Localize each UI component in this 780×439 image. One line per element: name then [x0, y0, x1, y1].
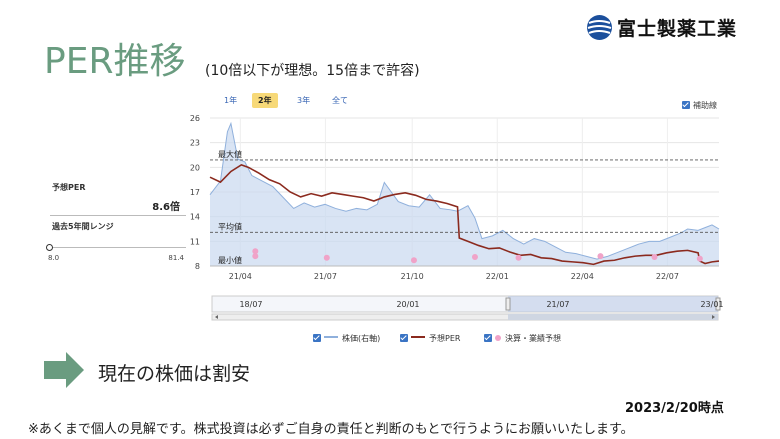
per-series [209, 163, 720, 266]
y-left-tick-label: 14 [190, 213, 200, 222]
per-line [209, 163, 720, 266]
earnings-marker [252, 248, 259, 255]
checkbox-icon [400, 334, 408, 342]
x-tick-label: 21/07 [314, 272, 337, 281]
range-navigator: 18/07 20/01 21/07 23/01 [211, 295, 724, 321]
navigator-label: 23/01 [700, 300, 723, 309]
y-left-tick-label: 17 [190, 188, 200, 197]
range-min-value: 8.0 [48, 254, 60, 262]
expected-per-value: 8.6倍 [152, 202, 180, 213]
x-tick-label: 21/04 [229, 272, 252, 281]
earnings-marker [252, 253, 259, 260]
aux-line-label: 補助線 [693, 101, 717, 110]
reference-line-label: 最大値 [218, 149, 242, 159]
company-name: 富士製薬工業 [617, 18, 738, 40]
reference-line-label: 最小値 [218, 255, 242, 265]
y-left-tick-label: 20 [190, 163, 200, 172]
x-tick-label: 22/01 [486, 272, 509, 281]
company-logo-icon [587, 15, 612, 40]
y-left-tick-label: 11 [190, 237, 200, 246]
navigator-label: 18/07 [239, 300, 262, 309]
x-tick-label: 21/10 [401, 272, 424, 281]
five-year-range-label: 過去5年間レンジ [52, 222, 114, 231]
y-left-tick-label: 26 [190, 114, 200, 123]
legend-earnings-label: 決算・業績予想 [505, 334, 561, 343]
as-of-date: 2023/2/20時点 [625, 401, 724, 416]
range-current-marker [46, 244, 53, 251]
x-tick-label: 22/07 [656, 272, 679, 281]
panel-divider [50, 215, 188, 216]
price-area [210, 123, 719, 266]
disclaimer-text: ※あくまで個人の見解です。株式投資は必ずご自身の責任と判断のもとで行うようにお願… [28, 422, 634, 437]
scroll-right-icon [712, 315, 715, 319]
scroll-left-icon [215, 315, 218, 319]
legend-price[interactable]: 株価(右軸) [313, 333, 380, 344]
earnings-markers [252, 248, 703, 264]
earnings-marker [651, 253, 658, 260]
navigator-handle-right [715, 297, 721, 311]
tab-1y[interactable]: 1年 [224, 96, 238, 105]
earnings-marker [515, 254, 522, 261]
title-note: (10倍以下が理想。15倍まで許容) [205, 63, 420, 79]
navigator-scrollbar-thumb [508, 314, 718, 320]
checkbox-icon [313, 334, 321, 342]
earnings-marker [471, 253, 478, 260]
tab-2y[interactable]: 2年 [252, 93, 278, 108]
navigator-label: 21/07 [546, 300, 569, 309]
earnings-marker [323, 254, 330, 261]
tab-3y[interactable]: 3年 [297, 96, 311, 105]
per-summary-panel: 予想PER 8.6倍 過去5年間レンジ 8.0 81.4 [46, 180, 188, 266]
checkbox-icon [682, 101, 690, 109]
y-left-tick-label: 23 [190, 139, 200, 148]
legend-per-label: 予想PER [429, 334, 461, 343]
expected-per-label: 予想PER [52, 183, 86, 192]
per-line-swatch [411, 336, 425, 338]
page-title: PER推移 [44, 41, 186, 82]
right-arrow-icon [44, 352, 84, 388]
x-tick-label: 22/04 [571, 272, 594, 281]
earnings-marker [597, 253, 604, 260]
price-line-swatch [324, 336, 338, 338]
earnings-marker [696, 255, 703, 262]
navigator-label: 20/01 [396, 300, 419, 309]
price-series [209, 121, 720, 266]
legend-earnings[interactable]: 決算・業績予想 [484, 333, 561, 344]
legend-price-label: 株価(右軸) [342, 334, 381, 343]
legend-per[interactable]: 予想PER [400, 333, 460, 344]
y-left-tick-label: 8 [195, 262, 200, 271]
range-track [50, 247, 186, 248]
chart-axes: 81114172023269101,0001,0901,1801,2701,36… [190, 114, 719, 281]
navigator-handle-left [505, 297, 511, 311]
aux-line-toggle[interactable]: 補助線 [682, 100, 717, 111]
conclusion-text: 現在の株価は割安 [98, 363, 251, 385]
reference-line-label: 平均値 [218, 221, 242, 231]
checkbox-icon [484, 334, 492, 342]
tab-all[interactable]: 全て [332, 96, 348, 105]
navigator-selection [508, 296, 718, 312]
earnings-marker [410, 257, 417, 264]
earnings-dot-swatch [495, 335, 501, 341]
range-max-value: 81.4 [168, 254, 184, 262]
